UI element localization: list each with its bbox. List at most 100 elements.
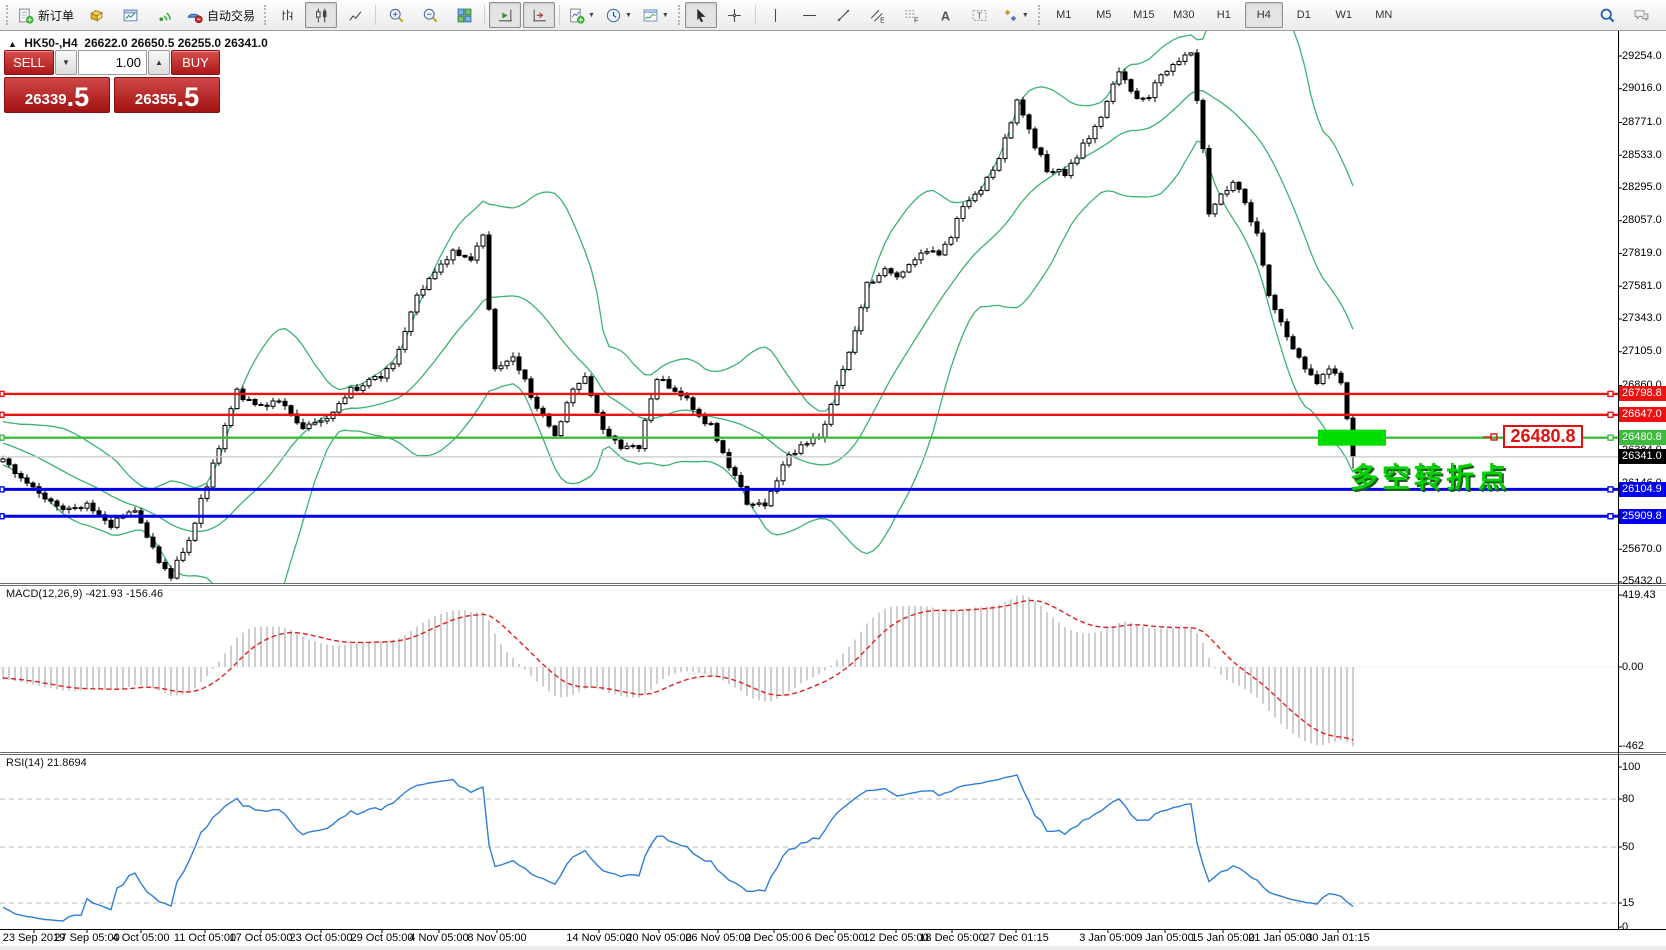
candle-body — [168, 568, 174, 579]
timeframe-d1-button[interactable]: D1 — [1285, 2, 1323, 28]
algo-trading-icon — [187, 13, 203, 23]
timeframe-h1-button[interactable]: H1 — [1205, 2, 1243, 28]
candle-body — [858, 307, 864, 332]
line-chart-button[interactable] — [339, 2, 371, 28]
line-handle[interactable] — [1607, 411, 1614, 418]
signals-button[interactable] — [148, 2, 180, 28]
market-depth-button[interactable] — [80, 2, 112, 28]
candle-body — [750, 503, 756, 506]
window-bottom-edge — [0, 946, 1666, 950]
buy-price[interactable]: 26355.5 — [114, 77, 220, 113]
candle-body — [642, 419, 648, 450]
fibonacci-retracement-button[interactable]: F — [896, 2, 928, 28]
tile-windows-button[interactable] — [448, 2, 480, 28]
timeframe-m1-button[interactable]: M1 — [1045, 2, 1083, 28]
vertical-line-button[interactable] — [760, 2, 792, 28]
text-button[interactable]: A — [930, 2, 962, 28]
new-order-button[interactable]: 新订单 — [13, 2, 78, 28]
chat-icon — [1634, 9, 1648, 21]
equidistant-channel-button[interactable]: E — [862, 2, 894, 28]
sell-price[interactable]: 26339.5 — [4, 77, 110, 113]
candle-body — [984, 176, 990, 191]
candle-body — [1188, 52, 1194, 56]
sell-button[interactable]: SELL — [4, 50, 54, 75]
candle-body — [768, 490, 774, 507]
one-click-trading-panel: SELL ▼ 1.00 ▲ BUY 26339.5 26355.5 — [4, 50, 220, 113]
chart-shift-button[interactable] — [523, 2, 556, 28]
new-chart-button[interactable] — [114, 2, 146, 28]
candle-body — [540, 407, 546, 415]
candle-body — [1134, 90, 1140, 99]
algo-trading-button[interactable]: 自动交易 — [182, 2, 259, 28]
algo-trading-label: 自动交易 — [207, 8, 256, 23]
line-handle[interactable] — [1607, 434, 1614, 441]
line-handle[interactable] — [0, 486, 5, 493]
candle-body — [1194, 52, 1200, 101]
line-handle[interactable] — [1607, 513, 1614, 520]
candlestick-chart-button[interactable] — [305, 2, 338, 28]
arrow-objects-button[interactable]: ▼ — [998, 2, 1033, 28]
candle-body — [354, 386, 360, 391]
candle-body — [660, 379, 666, 381]
indicators-button[interactable]: ▼ — [564, 2, 599, 28]
timeframe-h4-label: H4 — [1256, 9, 1271, 21]
line-handle[interactable] — [1607, 486, 1614, 493]
auto-scroll-button[interactable] — [489, 2, 522, 28]
line-handle[interactable] — [0, 390, 5, 398]
timeframe-mn-button[interactable]: MN — [1365, 2, 1403, 28]
candle-body — [318, 420, 324, 423]
candle-body — [1164, 70, 1170, 76]
timeframe-m30-button[interactable]: M30 — [1165, 2, 1203, 28]
timeframe-w1-button[interactable]: W1 — [1325, 2, 1363, 28]
timeframe-h4-button[interactable]: H4 — [1244, 2, 1283, 28]
highlight-bar[interactable] — [1318, 429, 1386, 446]
candle-body — [468, 256, 474, 261]
trendline-button[interactable] — [828, 2, 860, 28]
candle-body — [906, 264, 912, 273]
indicators-icon — [570, 8, 585, 24]
candle-body — [756, 502, 762, 505]
volume-input[interactable]: 1.00 — [78, 50, 147, 75]
chevron-down-icon: ▼ — [62, 57, 70, 67]
candle-body — [252, 399, 258, 405]
community-chat-button[interactable] — [1625, 2, 1657, 28]
rsi-panel — [0, 774, 1618, 922]
candle-body — [474, 245, 480, 261]
candle-body — [1116, 71, 1122, 85]
buy-button[interactable]: BUY — [171, 50, 220, 75]
candle-body — [1152, 82, 1158, 99]
candle-body — [594, 395, 600, 413]
candle-body — [996, 158, 1002, 171]
candle-body — [1206, 148, 1212, 215]
toolbar-group: ▼ ▼ ▼ — [563, 2, 674, 28]
zoom-in-button[interactable] — [380, 2, 412, 28]
horizontal-line-icon — [803, 14, 817, 16]
candle-body — [1260, 232, 1266, 266]
new-order-icon — [19, 8, 34, 24]
line-handle[interactable] — [0, 513, 5, 520]
timeframe-m15-button[interactable]: M15 — [1125, 2, 1163, 28]
crosshair-button[interactable] — [719, 2, 751, 28]
templates-icon — [643, 8, 658, 22]
text-label-button[interactable]: T — [964, 2, 996, 28]
candle-body — [804, 443, 810, 446]
toolbar-group — [684, 2, 752, 28]
candle-body — [516, 356, 522, 371]
periods-button[interactable]: ▼ — [601, 2, 636, 28]
cursor-button[interactable] — [684, 2, 717, 28]
line-handle[interactable] — [0, 411, 5, 418]
candle-body — [486, 234, 492, 310]
volume-decrease-button[interactable]: ▼ — [55, 50, 77, 75]
search-button[interactable] — [1591, 2, 1623, 28]
candle-body — [738, 475, 744, 488]
candle-body — [1344, 382, 1350, 420]
bar-chart-button[interactable] — [271, 2, 303, 28]
line-handle[interactable] — [0, 434, 5, 441]
zoom-out-button[interactable] — [414, 2, 446, 28]
candle-body — [552, 425, 558, 437]
timeframe-m5-button[interactable]: M5 — [1085, 2, 1123, 28]
volume-increase-button[interactable]: ▲ — [148, 50, 170, 75]
horizontal-line-button[interactable] — [794, 2, 826, 28]
templates-button[interactable]: ▼ — [638, 2, 673, 28]
line-handle[interactable] — [1607, 390, 1614, 398]
